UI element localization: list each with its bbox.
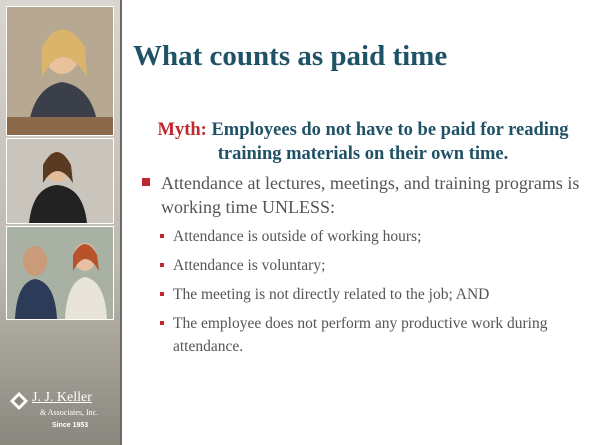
sub-bullet: The meeting is not directly related to t… [133, 283, 553, 306]
bullet: Attendance at lectures, meetings, and tr… [133, 171, 588, 219]
sub-bullet: Attendance is outside of working hours; [133, 225, 553, 248]
myth-label: Myth: [157, 120, 207, 140]
bullet-list: Attendance at lectures, meetings, and tr… [133, 171, 588, 364]
logo-since: Since 1953 [52, 422, 89, 429]
myth: Myth: Employees do not have to be paid f… [133, 118, 593, 166]
logo-icon [10, 392, 28, 410]
sub-bullet: The employee does not perform any produc… [133, 312, 553, 358]
myth-text: Employees do not have to be paid for rea… [211, 120, 569, 164]
slide-title: What counts as paid time [133, 40, 448, 72]
photo [6, 226, 114, 320]
photo [6, 138, 114, 224]
logo-company: & Associates, Inc. [40, 408, 99, 417]
logo-name: J. J. Keller [32, 390, 92, 405]
photo [6, 6, 114, 136]
sub-bullet: Attendance is voluntary; [133, 254, 553, 277]
sidebar: J. J. Keller & Associates, Inc. Since 19… [0, 0, 122, 445]
